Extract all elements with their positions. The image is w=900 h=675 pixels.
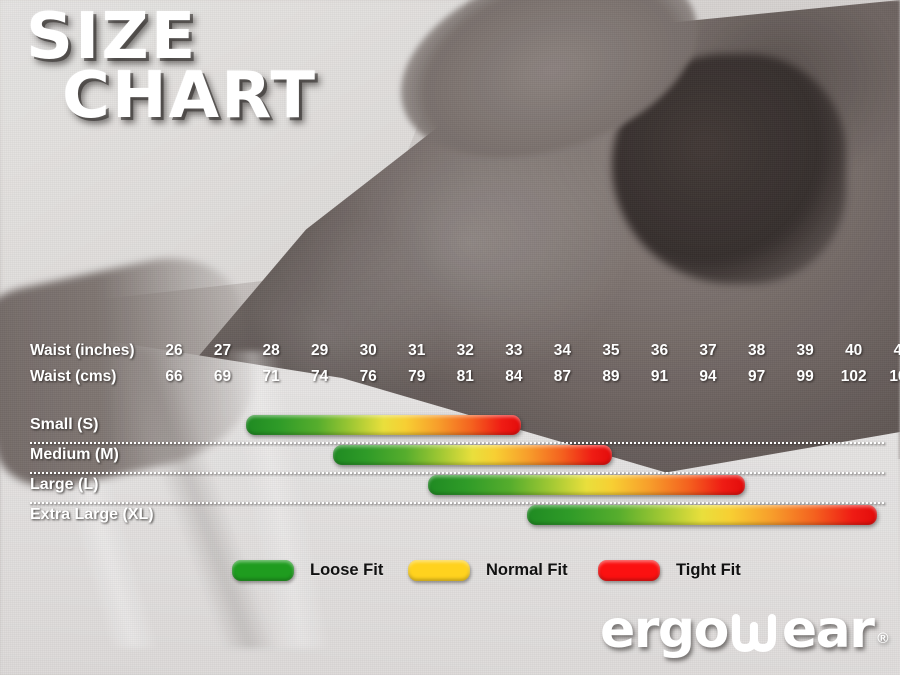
size-row: Small (S) [0,412,900,444]
measurement-cell: 34 [553,342,572,359]
measurement-cell: 33 [505,342,523,359]
size-fit-bar [246,415,521,435]
legend-label: Loose Fit [310,561,384,579]
measurement-cell: 27 [213,342,232,359]
legend-swatch [408,560,470,581]
measurement-cell: 69 [213,368,232,385]
legend-swatch [598,560,660,581]
registered-trademark-icon: ® [877,630,889,647]
measurement-cell: 32 [456,342,474,359]
page-title-line-1: SIZE [26,0,198,74]
measurement-row: Waist (inches) 26 27 28 29 30 31 32 33 34 35 36 37 38… [0,340,900,366]
size-row: Large (L) [0,472,900,504]
measurement-row-label: Waist (inches) [30,342,135,359]
measurement-cell: 39 [796,342,814,359]
measurement-cell: 89 [602,368,620,385]
legend-item: Normal Fit [408,560,568,581]
row-divider [30,442,885,444]
row-divider [30,502,885,504]
size-row: Extra Large (XL) [0,502,900,532]
legend-swatch [232,560,294,581]
size-fit-bar [527,505,877,525]
size-row-label: Extra Large (XL) [30,506,154,523]
size-row-label: Medium (M) [30,446,119,463]
measurement-cell: 66 [165,368,183,385]
measurement-cell: 40 [845,342,863,359]
page-title-line-2: CHART [62,58,318,133]
measurement-cell: 76 [359,368,377,385]
measurement-cell: 84 [505,368,523,385]
measurement-cell: 30 [359,342,377,359]
measurement-cell: 91 [650,368,669,385]
size-row-label: Large (L) [30,476,99,493]
measurement-cell: 79 [408,368,426,385]
measurement-cell: 31 [408,342,426,359]
legend-item: Tight Fit [598,560,741,581]
measurement-cell: 99 [796,368,814,385]
size-fit-bar [428,475,745,495]
measurement-cell: 97 [747,368,766,385]
waist-measurement-table: Waist (inches) 26 27 28 29 30 31 32 33 34 35 36 37 38… [0,340,900,392]
measurement-cell: 41 [893,342,900,359]
measurement-cell: 87 [553,368,572,385]
measurement-cell: 81 [456,368,474,385]
measurement-cell: 29 [311,342,329,359]
measurement-cell: 104 [889,368,900,385]
legend-item: Loose Fit [232,560,383,581]
fit-legend: Loose Fit Normal Fit Tight Fit [0,560,900,590]
legend-label: Tight Fit [676,561,741,579]
page-title: SIZE CHART [26,5,315,128]
measurement-cell: 37 [699,342,717,359]
brand-logo-text-2: ear [781,600,875,660]
measurement-cell: 36 [650,342,669,359]
measurement-cell: 94 [699,368,717,385]
brand-logo-w-mark [728,604,782,656]
brand-logo: ergo ear ® [600,604,888,656]
size-row: Medium (M) [0,442,900,474]
brand-logo-text-1: ergo [600,600,729,660]
measurement-row-label: Waist (cms) [30,368,117,385]
measurement-cell: 35 [602,342,620,359]
measurement-row: Waist (cms) 66 69 71 74 76 79 81 84 87 89 91 94 97 99 1… [0,366,900,392]
legend-label: Normal Fit [486,561,568,579]
measurement-cell: 28 [262,342,280,359]
measurement-cell: 74 [311,368,329,385]
measurement-cell: 71 [262,368,280,385]
measurement-cell: 38 [747,342,766,359]
measurement-cell: 26 [165,342,183,359]
size-row-label: Small (S) [30,416,99,433]
measurement-cell: 102 [840,368,867,385]
size-fit-bar [333,445,612,465]
size-range-rows: Small (S) Medium (M) Large (L) Extra Large … [0,412,900,546]
row-divider [30,472,885,474]
